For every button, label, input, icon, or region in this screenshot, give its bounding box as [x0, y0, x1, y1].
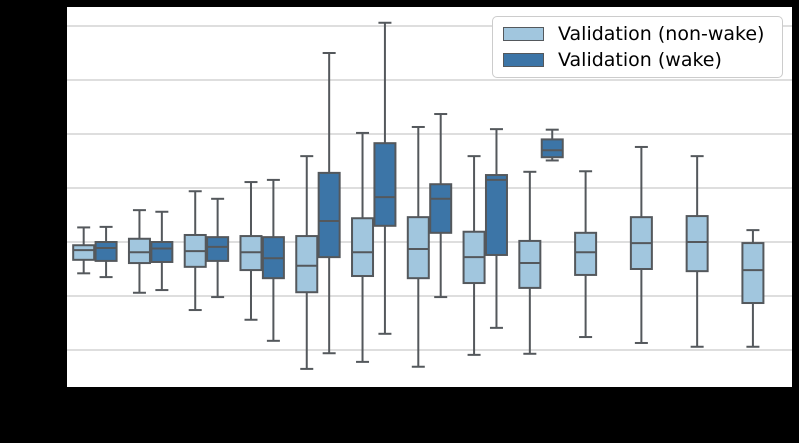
legend-entry-non-wake: Validation (non-wake)	[503, 23, 772, 45]
box-non-wake-g11	[629, 145, 653, 344]
iqr-box	[317, 171, 341, 259]
box-non-wake-g12	[685, 155, 709, 348]
box-wake-g4	[261, 178, 285, 342]
box-non-wake-g3	[183, 190, 207, 312]
box-non-wake-g9	[518, 170, 542, 355]
iqr-box	[484, 174, 508, 256]
box-wake-g3	[206, 197, 230, 299]
iqr-box	[72, 244, 96, 261]
box-wake-g1	[94, 225, 118, 279]
iqr-box	[206, 236, 230, 262]
iqr-box	[127, 237, 151, 265]
iqr-box	[94, 241, 118, 262]
legend-swatch-wake-icon	[503, 53, 544, 67]
box-wake-g5	[317, 52, 341, 355]
box-non-wake-g5	[295, 155, 319, 370]
iqr-box	[518, 239, 542, 289]
boxplot-chart	[67, 21, 792, 370]
box-wake-g7	[429, 113, 453, 299]
iqr-box	[351, 217, 375, 278]
iqr-box	[429, 183, 453, 234]
iqr-box	[150, 241, 174, 263]
box-wake-g6	[373, 21, 397, 335]
legend-entry-wake: Validation (wake)	[503, 49, 772, 71]
box-non-wake-g2	[127, 209, 151, 294]
legend-swatch-non-wake-icon	[503, 27, 544, 41]
iqr-box	[574, 231, 598, 276]
legend: Validation (non-wake) Validation (wake)	[492, 16, 783, 78]
box-non-wake-g6	[351, 131, 375, 363]
box-non-wake-g8	[462, 155, 486, 356]
box-wake-g8	[484, 128, 508, 329]
box-non-wake-g13	[741, 229, 765, 348]
box-wake-g2	[150, 210, 174, 292]
box-non-wake-g10	[574, 170, 598, 339]
box-non-wake-g1	[72, 226, 96, 275]
legend-label-non-wake: Validation (non-wake)	[558, 22, 765, 45]
iqr-box	[373, 142, 397, 227]
legend-label-wake: Validation (wake)	[558, 48, 722, 71]
iqr-box	[406, 216, 430, 280]
box-non-wake-g4	[239, 181, 263, 321]
box-non-wake-g7	[406, 125, 430, 368]
box-wake-g9	[540, 128, 564, 162]
iqr-box	[540, 138, 564, 159]
iqr-box	[295, 235, 319, 294]
iqr-box	[741, 242, 765, 305]
iqr-box	[685, 215, 709, 273]
